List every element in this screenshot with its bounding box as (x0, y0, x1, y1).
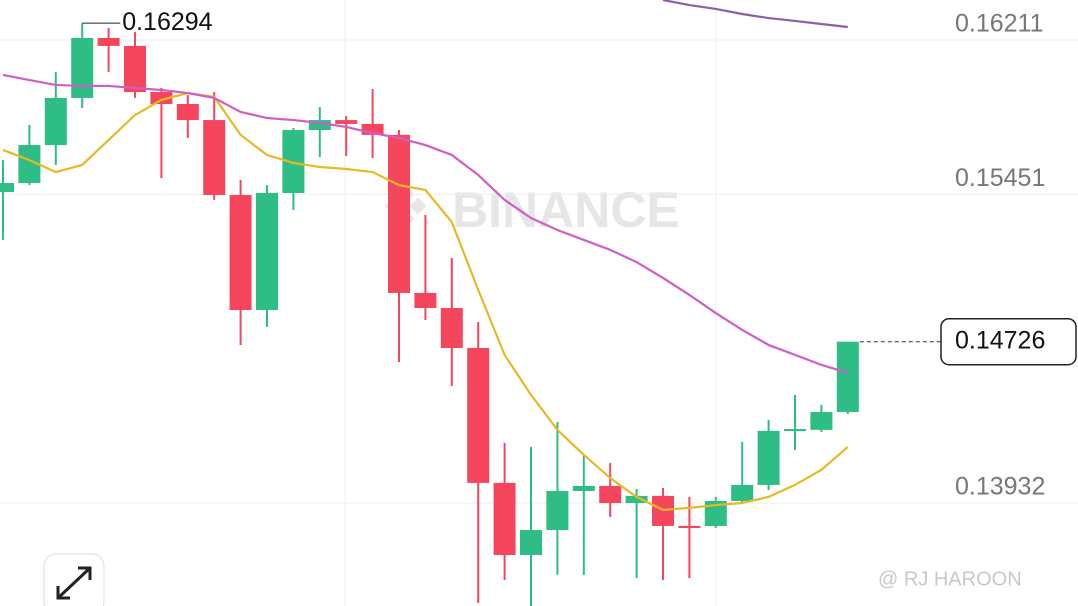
candle-body (150, 92, 173, 105)
candle-body (18, 145, 41, 184)
last-price-box (940, 317, 1077, 366)
fullscreen-icon (56, 566, 92, 600)
ma-line (662, 0, 848, 29)
candle-body (0, 183, 14, 192)
candle-body (282, 130, 305, 193)
candle-body (176, 104, 199, 121)
candle-body (256, 192, 278, 311)
candle-body (757, 430, 780, 485)
ma-line (2, 73, 849, 375)
candle-body (71, 37, 94, 98)
candle-body (784, 429, 806, 432)
credit: @ RJ HAROON (878, 568, 1022, 590)
y-tick-label: 0.13932 (955, 473, 1045, 501)
candle-body (97, 37, 120, 46)
candle-body (308, 120, 331, 131)
y-tick-label: 0.16211 (955, 10, 1044, 38)
high-label: 0.16294 (122, 8, 212, 36)
candle-body (229, 195, 252, 311)
candle-body (731, 484, 754, 501)
candle-body (520, 530, 542, 556)
candle-body (625, 495, 648, 504)
candle-body (388, 134, 410, 293)
candle-body (335, 120, 358, 124)
candle-body (810, 411, 833, 430)
candle-body (467, 347, 490, 483)
y-tick-label: 0.15451 (955, 164, 1045, 192)
candle-body (678, 525, 701, 528)
candle-body (572, 485, 595, 492)
candle-body (414, 292, 437, 308)
candle-body (203, 120, 226, 196)
fullscreen-button[interactable] (43, 553, 105, 606)
candle-body (493, 482, 516, 556)
candle-body (704, 500, 727, 526)
watermark: BINANCE (452, 182, 680, 238)
last-price-label: 0.14726 (955, 326, 1045, 354)
candle-body (546, 491, 569, 531)
candle-body (440, 307, 463, 348)
candle-body (599, 485, 622, 504)
candle-body (44, 97, 67, 146)
candle-body (836, 341, 859, 412)
candle-body (361, 123, 384, 135)
candle-body (124, 45, 146, 93)
ma-line (2, 91, 849, 512)
